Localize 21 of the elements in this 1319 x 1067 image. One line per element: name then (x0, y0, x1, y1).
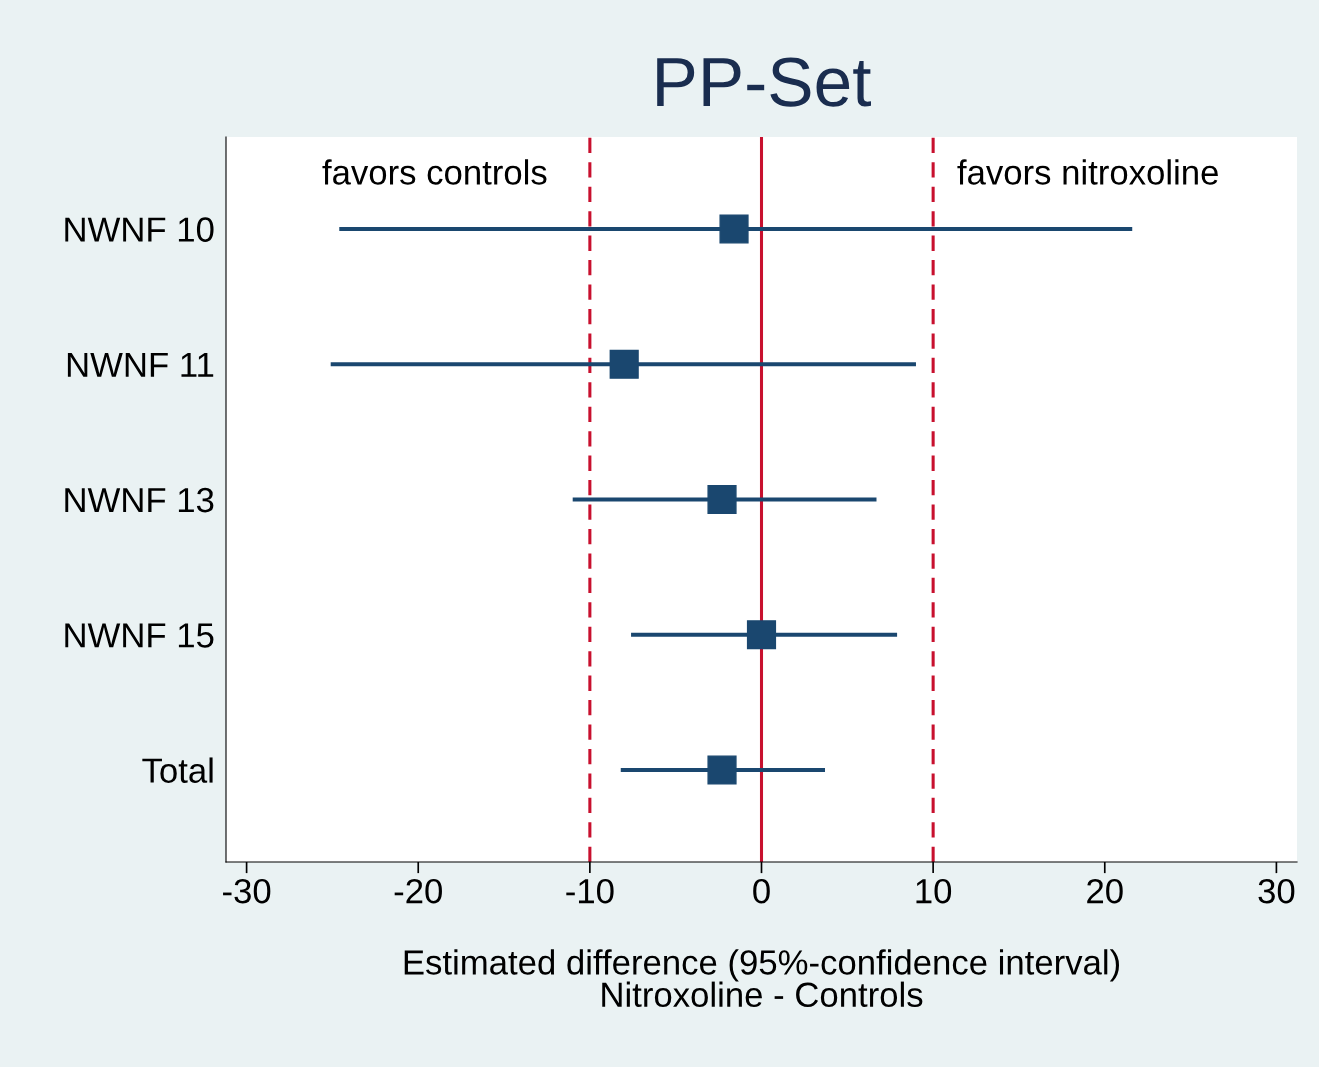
annotation: favors nitroxoline (957, 159, 1218, 185)
y-tick-label: NWNF 13 (65, 487, 214, 513)
y-tick-label: NWNF 10 (65, 217, 214, 242)
annotation: favors controls (322, 159, 547, 185)
x-tick-label: 0 (753, 878, 770, 904)
x-tick-label: -30 (223, 878, 271, 904)
y-tick-label: NWNF 15 (65, 623, 214, 648)
x-tick-label: -20 (394, 878, 442, 904)
point (707, 484, 737, 515)
point (719, 214, 749, 244)
x-tick-label: 20 (1087, 878, 1123, 904)
y-tick-label: NWNF 11 (67, 352, 214, 377)
y-tick-label: Total (142, 757, 213, 783)
point (707, 755, 737, 785)
x-tick-label: 30 (1258, 878, 1295, 904)
point (609, 349, 639, 379)
chart-title: PP-Set (657, 57, 871, 107)
point (746, 620, 777, 650)
x-tick-label: 10 (916, 878, 952, 904)
x-axis-title: Estimated difference (95%-confidence interval) Nitroxoline - Controls (404, 949, 1119, 1008)
x-tick-label: -10 (566, 878, 614, 904)
